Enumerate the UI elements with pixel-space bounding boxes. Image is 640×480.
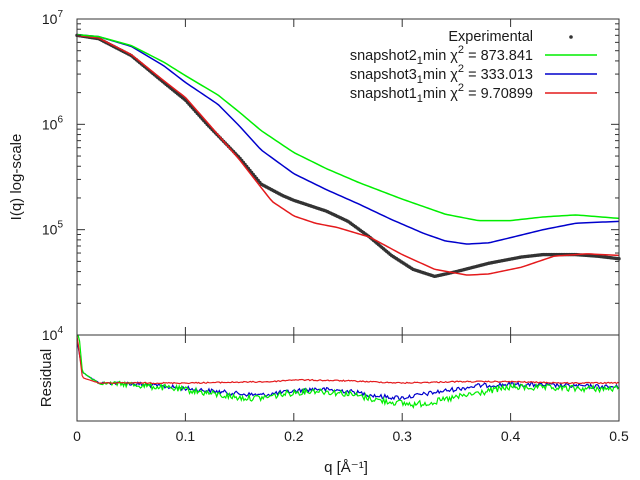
residual-series-group [76,335,620,409]
y-tick-label: 107 [42,9,64,27]
residual-line-snapshot1 [76,335,620,385]
y-tick-label: 104 [42,325,64,343]
residual-plot-frame [76,334,620,422]
legend-entry-label: snapshot21min χ2 = 873.841 [350,44,533,67]
y-tick-label: 105 [42,220,64,238]
residual-plot-panel: 0 0.1 0.2 0.3 0.4 0.5 Residual [38,334,629,444]
residual-x-ticks: 0 0.1 0.2 0.3 0.4 0.5 [73,335,629,444]
legend-entry-label: snapshot31min χ2 = 333.013 [350,63,533,86]
y-tick-label: 106 [42,114,64,132]
x-tick-label: 0 [73,428,81,444]
main-plot-panel: 104 105 106 107 I(q) log-scale [8,9,621,343]
main-x-ticks [76,19,620,335]
legend-entry-label: Experimental [448,29,533,45]
x-tick-label: 0.1 [176,428,196,444]
x-tick-label: 0.2 [284,428,304,444]
x-tick-label: 0.3 [392,428,412,444]
main-series-group [75,33,621,279]
series-line-snapshot1 [76,34,620,276]
main-y-ticks: 104 105 106 107 [42,9,619,343]
x-tick-label: 0.4 [501,428,521,444]
x-tick-label: 0.5 [609,428,629,444]
main-y-axis-label: I(q) log-scale [8,134,25,221]
series-line-snapshot3 [76,33,620,245]
legend-entry-label: snapshot11min χ2 = 9.70899 [350,82,533,105]
residual-y-axis-label: Residual [38,349,55,407]
x-axis-label: q [Å⁻¹] [324,459,368,476]
residual-line-snapshot2 [76,335,620,409]
legend-sample-point [569,35,573,39]
series-line-snapshot2 [76,33,620,222]
